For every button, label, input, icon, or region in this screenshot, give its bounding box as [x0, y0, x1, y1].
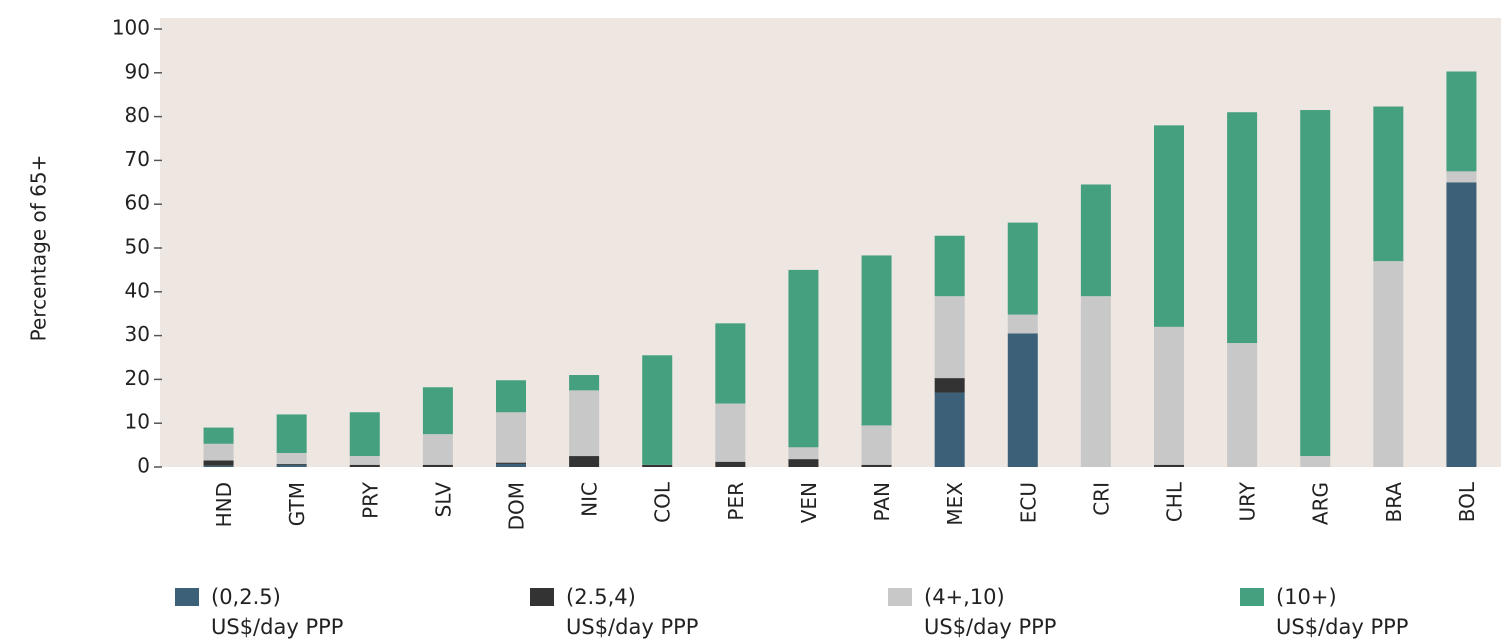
bar-segment	[861, 464, 892, 467]
y-tick-label: 90	[125, 59, 150, 83]
bar-segment	[861, 255, 892, 426]
bar-segment	[1080, 296, 1111, 467]
x-tick-label: VEN	[797, 482, 821, 523]
bar-segment	[788, 269, 819, 448]
x-tick-label: HND	[212, 482, 236, 527]
bar-segment	[1154, 464, 1184, 467]
plot-background	[160, 18, 1501, 467]
bar-segment	[1007, 222, 1038, 315]
bar-segment	[422, 387, 453, 435]
bar-segment	[203, 465, 234, 467]
x-tick-label: SLV	[431, 482, 455, 518]
bar-segment	[349, 464, 380, 467]
y-tick-label: 80	[125, 103, 150, 127]
y-tick-label: 30	[125, 322, 150, 346]
x-tick-label: COL	[651, 481, 675, 523]
bar-segment	[934, 378, 965, 393]
legend-label: (4+,10) US$/day PPP	[924, 585, 1057, 639]
bar-segment	[1154, 125, 1184, 327]
x-tick-label: PRY	[358, 481, 382, 519]
bar-segment	[203, 460, 234, 466]
bar-segment	[1300, 110, 1331, 457]
bar-segment	[934, 392, 965, 467]
bar-segment	[1154, 326, 1184, 465]
x-tick-label: CRI	[1089, 482, 1113, 516]
bar-segment	[422, 434, 453, 465]
bar-segment	[1373, 106, 1404, 262]
bar-segment	[496, 412, 526, 463]
x-tick-label: DOM	[505, 482, 529, 530]
bar-segment	[861, 425, 892, 465]
bar-segment	[1373, 261, 1404, 467]
legend-entry: (4+,10) US$/day PPP	[888, 582, 1056, 642]
bar-segment	[934, 296, 965, 379]
bar-segment	[276, 452, 307, 464]
bar-segment	[496, 380, 526, 413]
bar-segment	[1007, 314, 1038, 334]
legend-entry: (0,2.5) US$/day PPP	[175, 582, 343, 642]
bar-segment	[642, 355, 673, 465]
y-tick-label: 20	[125, 366, 150, 390]
x-tick-label: GTM	[285, 482, 309, 526]
y-tick-label: 60	[125, 191, 150, 215]
legend-label: (0,2.5) US$/day PPP	[211, 585, 344, 639]
bar-segment	[569, 390, 600, 457]
bar-segment	[276, 464, 307, 467]
x-tick-label: URY	[1236, 481, 1260, 521]
y-tick-label: 10	[125, 410, 150, 434]
x-tick-label: PER	[724, 482, 748, 521]
bar-segment	[496, 462, 526, 464]
bar-segment	[203, 427, 234, 444]
x-tick-label: NIC	[578, 482, 602, 517]
legend-entry: (2.5,4) US$/day PPP	[530, 582, 698, 642]
bar-segment	[1446, 182, 1477, 468]
bar-segment	[422, 464, 453, 467]
bar-segment	[1446, 171, 1477, 183]
x-tick-label: ARG	[1309, 482, 1333, 525]
bar-segment	[276, 414, 307, 453]
bar-segment	[642, 464, 673, 467]
y-tick-label: 40	[125, 278, 150, 302]
legend-label: (2.5,4) US$/day PPP	[566, 585, 699, 639]
bar-segment	[203, 443, 234, 461]
bar-segment	[715, 403, 746, 462]
bar-segment	[1080, 184, 1111, 297]
legend-swatch	[1240, 588, 1264, 606]
x-tick-label: BOL	[1455, 481, 1479, 522]
legend-swatch	[530, 588, 554, 606]
bar-segment	[569, 456, 600, 467]
bar-segment	[1446, 71, 1477, 172]
x-tick-label: CHL	[1163, 481, 1187, 522]
bar-segment	[1300, 456, 1331, 467]
x-tick-label: MEX	[943, 482, 967, 526]
bar-segment	[569, 375, 600, 391]
bar-segment	[1227, 343, 1258, 467]
bar-segment	[349, 412, 380, 457]
bar-segment	[788, 459, 819, 467]
x-tick-label: BRA	[1382, 482, 1406, 523]
legend-swatch	[175, 588, 199, 606]
bar-segment	[788, 447, 819, 460]
legend-label: (10+) US$/day PPP	[1276, 585, 1409, 639]
x-tick-label: ECU	[1016, 482, 1040, 523]
y-axis-label: Percentage of 65+	[27, 155, 51, 342]
y-tick-label: 70	[125, 147, 150, 171]
bar-segment	[934, 235, 965, 297]
x-tick-label: PAN	[870, 482, 894, 521]
legend-swatch	[888, 588, 912, 606]
y-tick-label: 0	[137, 454, 150, 478]
bar-segment	[496, 463, 526, 467]
y-tick-label: 100	[112, 16, 150, 40]
legend-entry: (10+) US$/day PPP	[1240, 582, 1408, 642]
bar-segment	[715, 323, 746, 404]
bar-segment	[349, 456, 380, 465]
bar-segment	[1227, 112, 1258, 344]
bar-segment	[715, 461, 746, 467]
y-tick-label: 50	[125, 235, 150, 259]
bar-segment	[276, 463, 307, 465]
bar-segment	[1007, 333, 1038, 467]
